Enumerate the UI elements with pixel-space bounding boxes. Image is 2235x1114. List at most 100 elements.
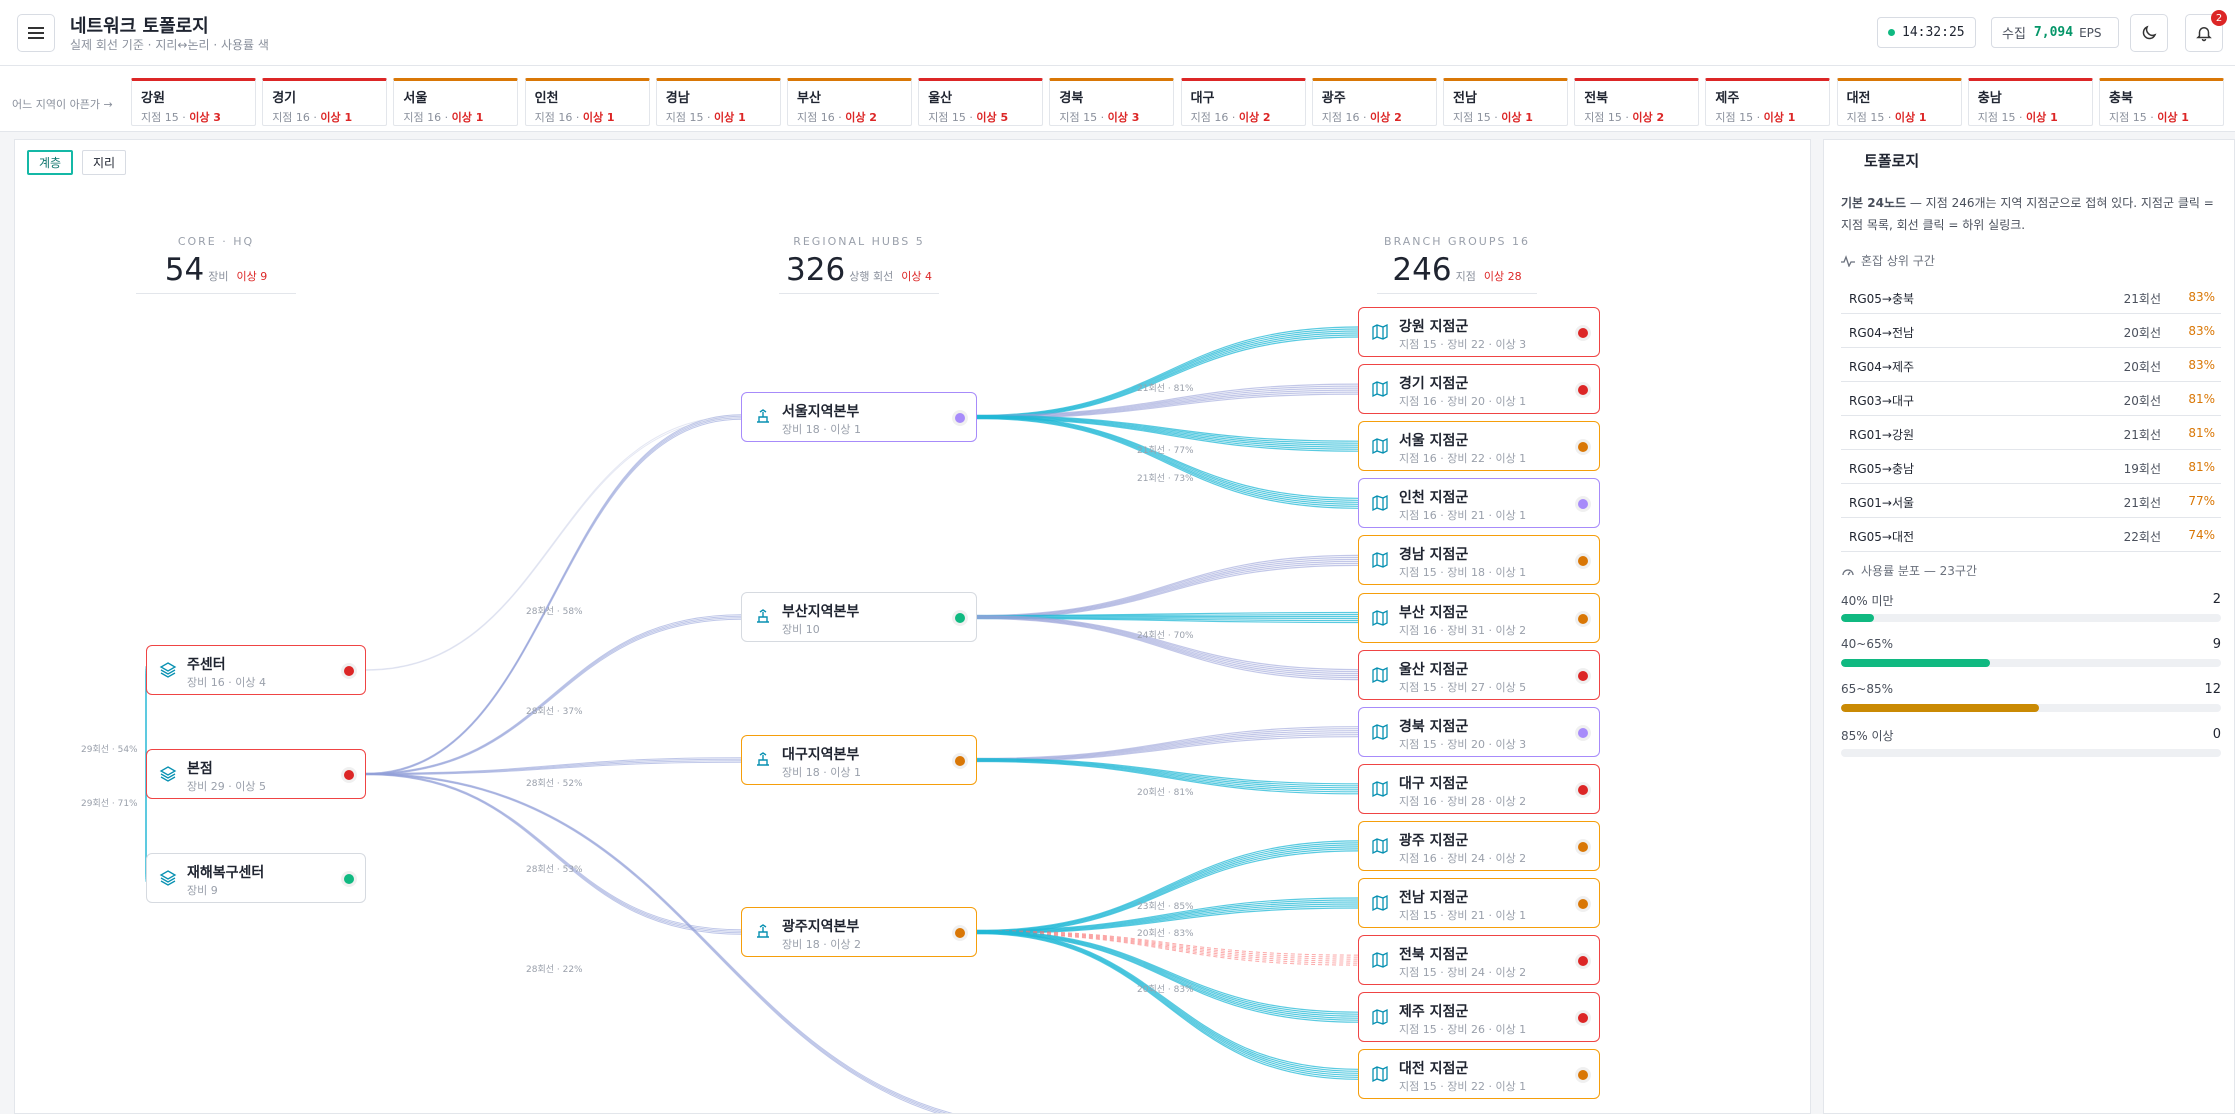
- link-line[interactable]: [976, 760, 1359, 795]
- link-line[interactable]: [976, 330, 1359, 418]
- link-line[interactable]: [976, 929, 1359, 1070]
- region-card[interactable]: 대전 지점 15 · 이상 1: [1836, 78, 1962, 126]
- congestion-row[interactable]: RG04→전남 20회선 83%: [1841, 314, 2221, 348]
- congestion-row[interactable]: RG03→대구 20회선 81%: [1841, 382, 2221, 416]
- link-line[interactable]: [976, 560, 1359, 618]
- link-line[interactable]: [365, 774, 1065, 1114]
- link-line[interactable]: [976, 616, 1359, 675]
- region-card[interactable]: 경기 지점 16 · 이상 1: [262, 78, 388, 126]
- link-line[interactable]: [976, 931, 1359, 1074]
- menu-button[interactable]: [17, 14, 55, 52]
- link-line[interactable]: [976, 558, 1359, 618]
- br-node[interactable]: 울산 지점군 지점 15 · 장비 27 · 이상 5: [1358, 649, 1600, 700]
- link-line[interactable]: [976, 931, 1359, 1076]
- br-node[interactable]: 인천 지점군 지점 16 · 장비 21 · 이상 1: [1358, 478, 1600, 529]
- region-card[interactable]: 대구 지점 16 · 이상 2: [1180, 78, 1306, 126]
- region-card[interactable]: 인천 지점 16 · 이상 1: [524, 78, 650, 126]
- link-line[interactable]: [976, 387, 1359, 418]
- link-line[interactable]: [365, 774, 742, 935]
- link-line[interactable]: [976, 930, 1359, 1072]
- link-line[interactable]: [976, 328, 1359, 417]
- link-line[interactable]: [976, 840, 1359, 932]
- link-line[interactable]: [365, 617, 742, 775]
- link-line[interactable]: [976, 933, 1359, 966]
- region-card[interactable]: 충남 지점 15 · 이상 1: [1967, 78, 2093, 126]
- view-toggle-geo[interactable]: 지리: [82, 150, 127, 175]
- link-line[interactable]: [976, 907, 1359, 935]
- congestion-row[interactable]: RG05→충북 21회선 83%: [1841, 280, 2221, 314]
- br-node[interactable]: 경남 지점군 지점 15 · 장비 18 · 이상 1: [1358, 535, 1600, 586]
- link-line[interactable]: [365, 761, 742, 776]
- link-line[interactable]: [365, 757, 742, 774]
- link-line[interactable]: [976, 416, 1359, 505]
- link-line[interactable]: [976, 617, 1359, 681]
- link-line[interactable]: [976, 389, 1359, 418]
- link-line[interactable]: [976, 728, 1359, 760]
- link-line[interactable]: [976, 414, 1359, 442]
- link-line[interactable]: [976, 730, 1359, 761]
- link-line[interactable]: [976, 930, 1359, 956]
- hub-node[interactable]: 서울지역본부 장비 18 · 이상 1: [741, 392, 977, 442]
- link-line[interactable]: [976, 932, 1359, 964]
- link-line[interactable]: [976, 614, 1359, 671]
- link-line[interactable]: [976, 931, 1359, 1019]
- link-line[interactable]: [976, 417, 1359, 507]
- link-line[interactable]: [365, 760, 742, 775]
- region-card[interactable]: 충북 지점 15 · 이상 1: [2099, 78, 2224, 126]
- link-line[interactable]: [976, 732, 1359, 761]
- link-line[interactable]: [976, 930, 1359, 1015]
- link-line[interactable]: [976, 929, 1359, 1013]
- congestion-row[interactable]: RG05→충남 19회선 81%: [1841, 450, 2221, 484]
- hq-node[interactable]: 재해복구센터 장비 9: [146, 853, 366, 903]
- br-node[interactable]: 부산 지점군 지점 16 · 장비 31 · 이상 2: [1358, 592, 1600, 643]
- congestion-row[interactable]: RG05→대전 22회선 74%: [1841, 518, 2221, 552]
- link-line[interactable]: [976, 415, 1359, 501]
- link-line[interactable]: [976, 385, 1359, 417]
- link-line[interactable]: [365, 615, 742, 775]
- br-node[interactable]: 대전 지점군 지점 15 · 장비 22 · 이상 1: [1358, 1049, 1600, 1100]
- link-line[interactable]: [976, 757, 1359, 785]
- congestion-row[interactable]: RG01→강원 21회선 81%: [1841, 416, 2221, 450]
- br-node[interactable]: 경기 지점군 지점 16 · 장비 20 · 이상 1: [1358, 364, 1600, 415]
- link-line[interactable]: [976, 616, 1359, 620]
- theme-toggle-button[interactable]: [2130, 14, 2168, 52]
- link-line[interactable]: [365, 618, 742, 776]
- link-line[interactable]: [976, 726, 1359, 760]
- link-line[interactable]: [976, 932, 1359, 1080]
- link-line[interactable]: [976, 416, 1359, 503]
- congestion-row[interactable]: RG04→제주 20회선 83%: [1841, 348, 2221, 382]
- link-line[interactable]: [976, 932, 1359, 1078]
- br-node[interactable]: 제주 지점군 지점 15 · 장비 26 · 이상 1: [1358, 992, 1600, 1043]
- link-line[interactable]: [976, 905, 1359, 934]
- link-line[interactable]: [976, 842, 1359, 932]
- hq-node[interactable]: 본점 장비 29 · 이상 5: [146, 749, 366, 799]
- link-line[interactable]: [976, 417, 1359, 509]
- hq-node[interactable]: 주센터 장비 16 · 이상 4: [146, 645, 366, 695]
- link-line[interactable]: [976, 760, 1359, 793]
- br-node[interactable]: 경북 지점군 지점 15 · 장비 20 · 이상 3: [1358, 706, 1600, 757]
- region-card[interactable]: 경북 지점 15 · 이상 3: [1049, 78, 1175, 126]
- link-line[interactable]: [976, 617, 1359, 679]
- link-line[interactable]: [976, 613, 1359, 617]
- region-card[interactable]: 울산 지점 15 · 이상 5: [918, 78, 1044, 126]
- link-line[interactable]: [976, 383, 1359, 417]
- br-node[interactable]: 강원 지점군 지점 15 · 장비 22 · 이상 3: [1358, 307, 1600, 357]
- link-line[interactable]: [976, 554, 1359, 617]
- link-line[interactable]: [976, 615, 1359, 673]
- region-card[interactable]: 전남 지점 15 · 이상 1: [1443, 78, 1568, 126]
- link-line[interactable]: [976, 564, 1359, 620]
- link-line[interactable]: [976, 758, 1359, 787]
- link-line[interactable]: [365, 758, 742, 775]
- link-line[interactable]: [976, 759, 1359, 789]
- link-line[interactable]: [365, 773, 742, 932]
- notifications-button[interactable]: 2: [2185, 10, 2227, 52]
- link-line[interactable]: [976, 931, 1359, 960]
- br-node[interactable]: 서울 지점군 지점 16 · 장비 22 · 이상 1: [1358, 421, 1600, 472]
- link-line[interactable]: [976, 332, 1359, 418]
- br-node[interactable]: 전남 지점군 지점 15 · 장비 21 · 이상 1: [1358, 878, 1600, 928]
- hub-node[interactable]: 부산지역본부 장비 10: [741, 592, 977, 642]
- region-card[interactable]: 경남 지점 15 · 이상 1: [655, 78, 781, 126]
- link-line[interactable]: [365, 772, 742, 931]
- link-line[interactable]: [365, 773, 742, 934]
- link-line[interactable]: [976, 414, 1359, 499]
